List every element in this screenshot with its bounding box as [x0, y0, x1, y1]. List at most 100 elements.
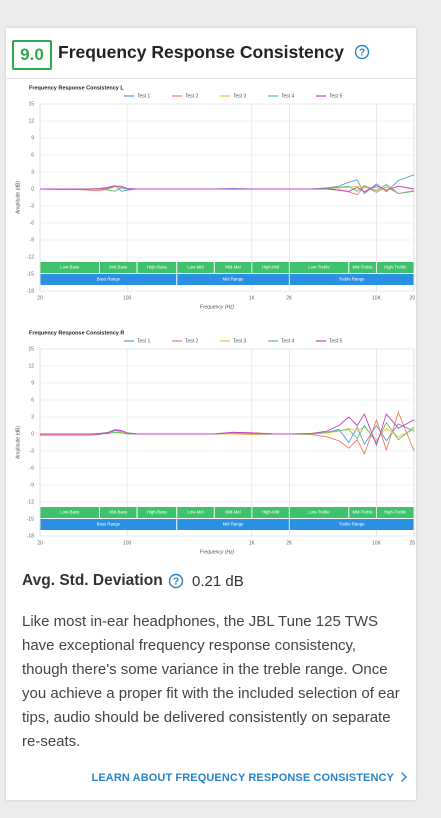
- series-line: [40, 185, 415, 193]
- metric-value: 0.21 dB: [192, 573, 244, 590]
- range-label: Treble Range: [339, 277, 365, 282]
- y-tick-label: 12: [28, 118, 34, 124]
- range-label: Treble Range: [339, 522, 365, 527]
- band-label: Low-Treble: [308, 265, 330, 270]
- range-label: Bass Range: [97, 522, 121, 527]
- band-label: Mid-Treble: [352, 265, 373, 270]
- x-axis-label: Frequency (Hz): [200, 549, 235, 555]
- range-label: Bass Range: [97, 277, 121, 282]
- y-tick-label: -6: [30, 465, 35, 471]
- band: [177, 507, 214, 518]
- band-label: Mid-Treble: [352, 510, 373, 515]
- band: [252, 507, 289, 518]
- band-label: Low-Mid: [187, 265, 204, 270]
- x-tick-label: 1K: [249, 540, 256, 546]
- band: [137, 507, 177, 518]
- x-tick-label: 20K: [410, 295, 415, 301]
- band-label: Low-Mid: [187, 510, 204, 515]
- band: [252, 262, 289, 273]
- y-tick-label: 3: [31, 169, 34, 175]
- help-icon[interactable]: ?: [354, 44, 370, 60]
- x-tick-label: 100: [123, 295, 132, 301]
- x-tick-label: 10K: [372, 540, 382, 546]
- legend-label: Test 1: [137, 338, 151, 344]
- chart: Frequency Response Consistency L Amplitud…: [15, 85, 415, 310]
- range: [177, 519, 289, 530]
- band: [289, 507, 349, 518]
- band: [40, 262, 99, 273]
- band-label: Mid-Mid: [225, 265, 241, 270]
- band: [40, 507, 99, 518]
- legend-label: Test 3: [233, 338, 247, 344]
- learn-more-link[interactable]: LEARN ABOUT FREQUENCY RESPONSE CONSISTEN…: [91, 772, 394, 784]
- band: [349, 507, 376, 518]
- y-tick-label: 0: [31, 186, 34, 192]
- band-label: High-Mid: [262, 510, 280, 515]
- band-label: High-Treble: [384, 510, 407, 515]
- band: [99, 262, 137, 273]
- band-label: Mid-Bass: [109, 510, 127, 515]
- y-tick-label: -12: [27, 254, 34, 260]
- range: [177, 274, 289, 285]
- x-tick-label: 2K: [286, 295, 293, 301]
- y-tick-label: 15: [28, 101, 34, 107]
- band-label: Low-Bass: [60, 510, 79, 515]
- band-label: Low-Bass: [60, 265, 79, 270]
- legend-label: Test 5: [329, 93, 343, 99]
- y-tick-label: 6: [31, 152, 34, 158]
- help-icon[interactable]: ?: [168, 573, 184, 589]
- legend-label: Test 4: [281, 93, 295, 99]
- chart: Frequency Response Consistency R Amplitud…: [15, 330, 415, 555]
- x-axis-label: Frequency (Hz): [200, 304, 235, 310]
- legend-label: Test 1: [137, 93, 151, 99]
- score-badge: 9.0: [12, 40, 52, 70]
- y-tick-label: 0: [31, 431, 34, 437]
- band-label: Mid-Mid: [225, 510, 241, 515]
- y-tick-label: 12: [28, 363, 34, 369]
- y-axis-label: Amplitude (dB): [15, 426, 21, 459]
- chart-title: Frequency Response Consistency L: [29, 85, 124, 91]
- y-tick-label: 15: [28, 346, 34, 352]
- band: [214, 262, 252, 273]
- x-tick-label: 10K: [372, 295, 382, 301]
- y-tick-label: 9: [31, 135, 34, 141]
- range: [289, 519, 414, 530]
- band-label: High-Mid: [262, 265, 280, 270]
- y-tick-label: 3: [31, 414, 34, 420]
- description: Like most in-ear headphones, the JBL Tun…: [22, 613, 400, 750]
- y-axis-label: Amplitude (dB): [15, 181, 21, 214]
- range: [289, 274, 414, 285]
- band: [137, 262, 177, 273]
- divider: [6, 78, 416, 79]
- y-tick-label: -3: [30, 203, 35, 209]
- band-label: Low-Treble: [308, 510, 330, 515]
- y-tick-label: -15: [27, 516, 34, 522]
- y-tick-label: -18: [27, 288, 34, 294]
- range: [40, 274, 177, 285]
- y-tick-label: -12: [27, 499, 34, 505]
- band: [349, 262, 376, 273]
- legend-label: Test 2: [185, 93, 199, 99]
- band: [99, 507, 137, 518]
- x-tick-label: 2K: [286, 540, 293, 546]
- range-label: Mid Range: [223, 277, 244, 282]
- svg-text:?: ?: [359, 48, 365, 59]
- legend-label: Test 2: [185, 338, 199, 344]
- y-tick-label: 6: [31, 397, 34, 403]
- plot-area: [39, 348, 415, 537]
- section-title: Frequency Response Consistency: [58, 42, 344, 62]
- svg-text:?: ?: [173, 577, 179, 588]
- legend-label: Test 4: [281, 338, 295, 344]
- chevron-icon[interactable]: [400, 771, 408, 783]
- y-tick-label: -3: [30, 448, 35, 454]
- band-label: High-Treble: [384, 265, 407, 270]
- chart-title: Frequency Response Consistency R: [29, 330, 124, 336]
- y-tick-label: 9: [31, 380, 34, 386]
- y-tick-label: -9: [30, 237, 35, 243]
- band-label: High-Bass: [147, 510, 167, 515]
- y-tick-label: -15: [27, 271, 34, 277]
- x-tick-label: 20: [37, 295, 43, 301]
- x-tick-label: 20: [37, 540, 43, 546]
- band: [214, 507, 252, 518]
